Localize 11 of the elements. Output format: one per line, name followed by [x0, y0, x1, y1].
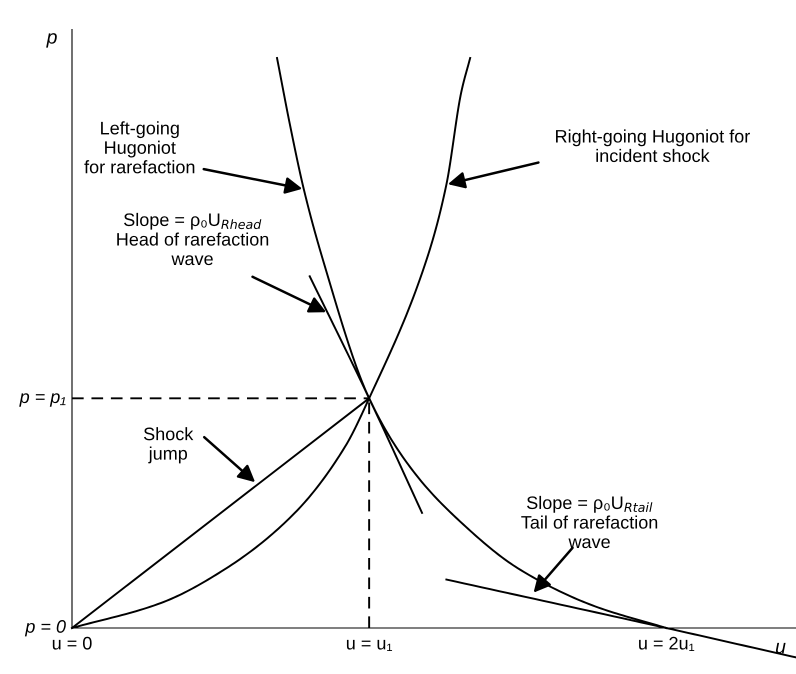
annotation: Right-going Hugoniot for incident shock [556, 129, 750, 162]
x-tick-label: u = 0 [52, 636, 92, 650]
y-axis-title: p [46, 33, 57, 48]
annotation: Shock jump [144, 427, 194, 464]
x-tick-label: u = 2u₁ [639, 636, 694, 651]
annotation: p = p₁ [19, 393, 66, 407]
annotation: Slope = ρ₀U$_{Rtail}$ Tail of rarefaction wave [521, 496, 658, 548]
annotation: Slope = ρ₀U$_{Rhead}$ Head of rarefaction wave [117, 212, 268, 266]
annotation: p = 0 [24, 620, 66, 636]
annotation: Left-going Hugoniot for rarefaction [84, 121, 194, 174]
x-tick-label: u = u₁ [346, 640, 392, 651]
